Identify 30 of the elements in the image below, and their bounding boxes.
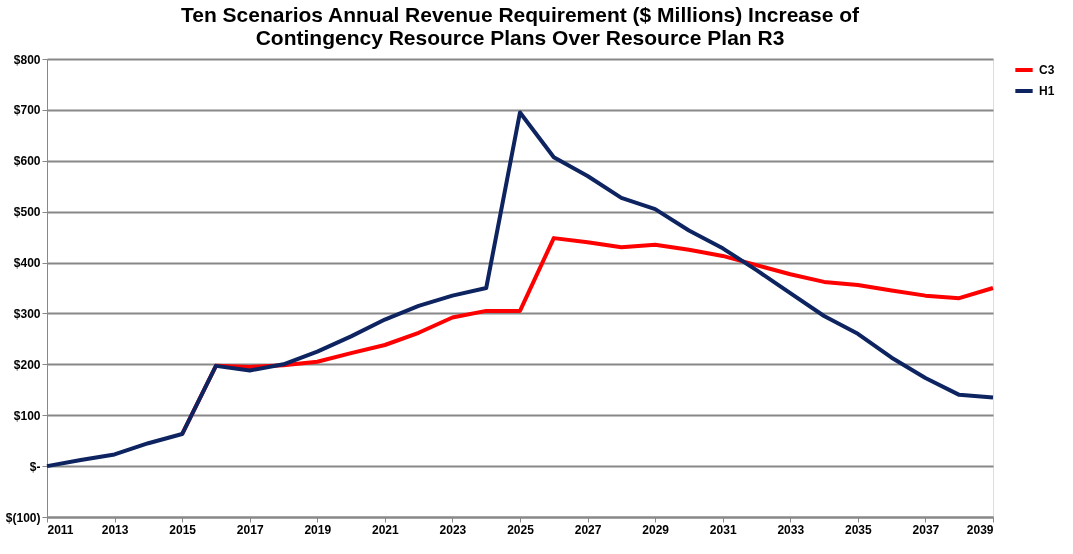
x-tick-label: 2011 bbox=[47, 522, 74, 537]
y-tick-label: $(100) bbox=[5, 510, 41, 525]
y-tick-label: $- bbox=[29, 459, 41, 474]
y-tick-label: $600 bbox=[13, 154, 41, 169]
x-tick-label: 2039 bbox=[966, 522, 994, 537]
y-tick-label: $700 bbox=[13, 103, 41, 118]
x-tick-label: 2031 bbox=[709, 522, 737, 537]
y-tick-label: $300 bbox=[13, 306, 41, 321]
text: Ten Scenarios Annual Revenue Requirement ($ Millions) Increase of bbox=[181, 3, 859, 26]
x-tick-label: 2019 bbox=[304, 522, 332, 537]
x-tick-label: 2033 bbox=[777, 522, 805, 537]
x-tick-label: 2035 bbox=[845, 522, 873, 537]
y-tick-label: $100 bbox=[13, 408, 41, 423]
y-tick-label: $200 bbox=[13, 357, 41, 372]
text: Contingency Resource Plans Over Resource Plan R3 bbox=[255, 26, 785, 49]
legend-label: C3 bbox=[1039, 63, 1055, 77]
x-tick-label: 2017 bbox=[236, 522, 264, 537]
x-tick-label: 2021 bbox=[372, 522, 400, 537]
y-tick-label: $400 bbox=[13, 256, 41, 271]
legend-label: H1 bbox=[1039, 84, 1055, 98]
x-tick-label: 2037 bbox=[912, 522, 940, 537]
x-tick-label: 2027 bbox=[574, 522, 602, 537]
x-tick-label: 2029 bbox=[642, 522, 670, 537]
x-tick-label: 2023 bbox=[439, 522, 467, 537]
x-tick-label: 2015 bbox=[169, 522, 197, 537]
x-tick-label: 2025 bbox=[507, 522, 535, 537]
y-tick-label: $800 bbox=[13, 52, 41, 67]
x-tick-label: 2013 bbox=[101, 522, 129, 537]
line-series bbox=[45, 110, 995, 469]
y-tick-label: $500 bbox=[13, 205, 41, 220]
